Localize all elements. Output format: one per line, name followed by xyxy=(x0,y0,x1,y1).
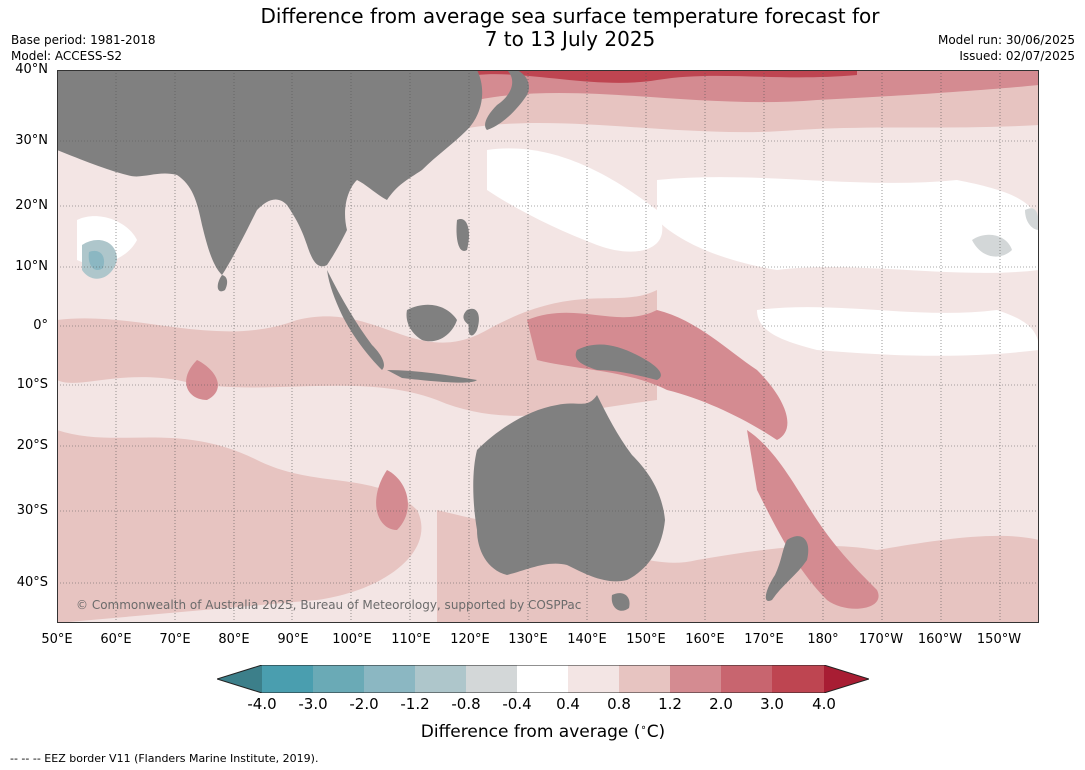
anomaly-field-kuroshio xyxy=(477,70,857,83)
map-frame xyxy=(57,70,1039,623)
colorbar-segment xyxy=(415,665,466,693)
tasmania xyxy=(611,593,630,611)
model-name: Model: ACCESS-S2 xyxy=(11,49,123,63)
colorbar xyxy=(215,664,871,694)
colorbar-tick-label: -3.0 xyxy=(298,695,328,713)
issued-date: Issued: 02/07/2025 xyxy=(959,49,1075,63)
colorbar-tick-label: 2.0 xyxy=(709,695,733,713)
lat-label-0: 0° xyxy=(33,318,48,333)
sst-anomaly-map xyxy=(57,70,1039,623)
sri-lanka xyxy=(217,275,228,292)
lat-label-30s: 30°S xyxy=(16,503,48,518)
cool-anomaly-patch xyxy=(1025,208,1039,230)
colorbar-tick-label: -0.4 xyxy=(502,695,532,713)
lon-label-140e: 140°E xyxy=(567,632,607,647)
normal-field-patch xyxy=(487,148,663,252)
lon-label-150w: 150°W xyxy=(976,632,1022,647)
map-title: Difference from average sea surface temp… xyxy=(0,5,1085,51)
anomaly-field-south-indian xyxy=(57,430,422,623)
meta-right: Model run: 30/06/2025 Issued: 02/07/2025 xyxy=(938,32,1075,64)
eez-footnote: -- -- -- EEZ border V11 (Flanders Marine… xyxy=(10,752,319,765)
graticule xyxy=(57,70,1039,623)
borneo xyxy=(406,304,457,342)
lon-label-80e: 80°E xyxy=(218,632,250,647)
colorbar-label: Difference from average (∘C) xyxy=(420,722,666,742)
asia-landmass xyxy=(57,70,483,275)
map-canvas xyxy=(57,70,1039,623)
title-line-2: 7 to 13 July 2025 xyxy=(484,27,656,51)
australia xyxy=(473,395,665,582)
colorbar-tick-label: 0.8 xyxy=(607,695,631,713)
colorbar-tick-label: -2.0 xyxy=(349,695,379,713)
lon-label-90e: 90°E xyxy=(277,632,309,647)
java xyxy=(387,370,477,383)
anomaly-field-patch xyxy=(376,470,408,530)
colorbar-svg xyxy=(215,664,871,694)
colorbar-segment xyxy=(217,665,262,693)
lat-label-40s: 40°S xyxy=(16,575,48,590)
lon-label-170w: 170°W xyxy=(858,632,904,647)
lon-label-180: 180° xyxy=(807,632,839,647)
land-masses xyxy=(57,70,809,611)
japan-korea xyxy=(485,70,529,130)
sulawesi xyxy=(463,308,479,336)
meta-left: Base period: 1981-2018 Model: ACCESS-S2 xyxy=(11,32,156,64)
colorbar-segment xyxy=(619,665,670,693)
lat-label-20s: 20°S xyxy=(16,438,48,453)
lon-label-50e: 50°E xyxy=(41,632,73,647)
lon-label-70e: 70°E xyxy=(159,632,191,647)
colorbar-segment xyxy=(670,665,721,693)
lat-label-40n: 40°N xyxy=(15,62,48,77)
normal-field-patch xyxy=(757,307,1039,356)
colorbar-segment xyxy=(824,665,869,693)
colorbar-tick-label: -0.8 xyxy=(451,695,481,713)
lon-label-110e: 110°E xyxy=(391,632,431,647)
lon-label-60e: 60°E xyxy=(100,632,132,647)
lon-label-130e: 130°E xyxy=(508,632,548,647)
base-period: Base period: 1981-2018 xyxy=(11,33,156,47)
cool-anomaly-core xyxy=(88,250,105,271)
colorbar-segment xyxy=(568,665,619,693)
normal-field-patch xyxy=(657,177,1039,273)
model-run: Model run: 30/06/2025 xyxy=(937,33,1075,47)
lon-label-160e: 160°E xyxy=(685,632,725,647)
lon-label-120e: 120°E xyxy=(450,632,490,647)
colorbar-segment xyxy=(313,665,364,693)
lat-label-10n: 10°N xyxy=(15,259,48,274)
title-line-1: Difference from average sea surface temp… xyxy=(260,4,880,28)
colorbar-segment xyxy=(466,665,517,693)
lon-label-150e: 150°E xyxy=(626,632,666,647)
colorbar-segment xyxy=(262,665,313,693)
new-zealand xyxy=(765,536,809,601)
anomaly-field-patch xyxy=(186,360,218,400)
lat-label-30n: 30°N xyxy=(15,133,48,148)
colorbar-tick-label: 0.4 xyxy=(556,695,580,713)
colorbar-tick-label: -1.2 xyxy=(400,695,430,713)
colorbar-tick-label: 1.2 xyxy=(658,695,682,713)
colorbar-tick-label: 4.0 xyxy=(812,695,836,713)
lon-label-170e: 170°E xyxy=(744,632,784,647)
lat-label-10s: 10°S xyxy=(16,377,48,392)
colorbar-tick-label: -4.0 xyxy=(247,695,277,713)
cool-anomaly-patch xyxy=(972,234,1012,257)
colorbar-tick-label: 3.0 xyxy=(760,695,784,713)
colorbar-segment xyxy=(364,665,415,693)
anomaly-field-southern xyxy=(437,510,1039,623)
colorbar-segment xyxy=(721,665,772,693)
lon-label-100e: 100°E xyxy=(332,632,372,647)
copyright-notice: © Commonwealth of Australia 2025, Bureau… xyxy=(76,598,582,612)
lon-label-160w: 160°W xyxy=(917,632,963,647)
new-guinea xyxy=(575,344,661,380)
lat-label-20n: 20°N xyxy=(15,198,48,213)
colorbar-segment xyxy=(772,665,824,693)
philippines xyxy=(456,219,469,251)
colorbar-segment xyxy=(517,665,568,693)
sumatra xyxy=(327,270,384,370)
anomaly-field-tasman xyxy=(747,430,879,609)
